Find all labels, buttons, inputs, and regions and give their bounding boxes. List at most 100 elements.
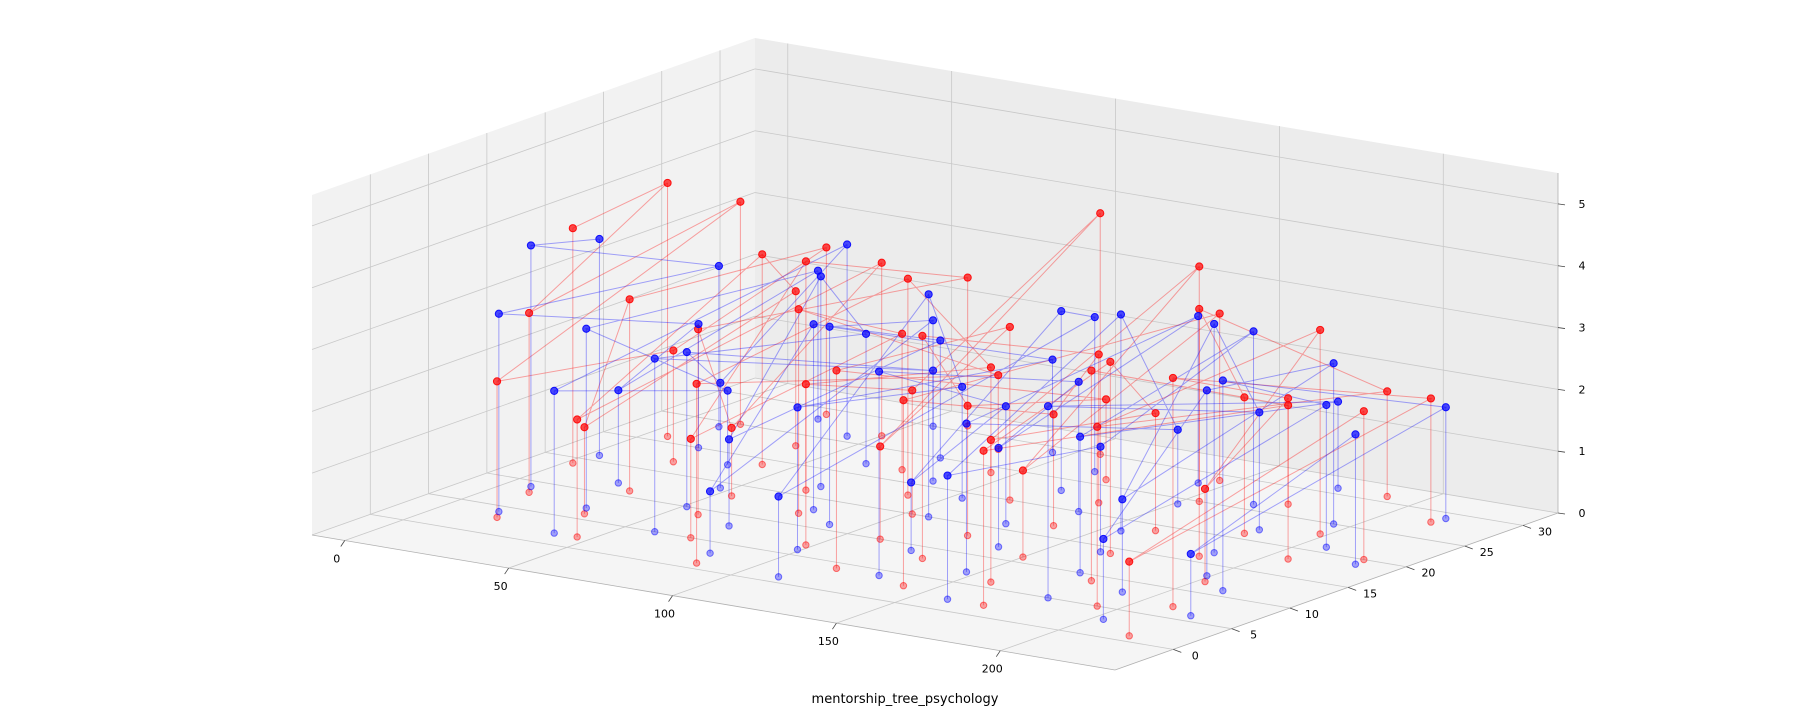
z-tick-mark [1557,265,1566,268]
series-1-base-point [1118,588,1127,596]
series-1-base-point [929,422,937,430]
series-1-base-point [694,443,703,452]
series-0-point [1215,309,1224,318]
series-0-base-point [1006,496,1014,504]
x-tick-label: 0 [333,553,340,566]
series-1-point [928,366,938,375]
series-0-base-point [876,535,884,543]
series-1-base-point [994,543,1003,551]
series-1-base-point [1091,467,1099,476]
y-gridline-floor [428,493,1232,630]
x-tick-mark [832,622,837,630]
series-1-point [1202,386,1211,395]
z-gridline-back [754,315,1559,452]
series-1-base-point [1219,586,1227,595]
series-0-base-point [625,487,634,495]
x-tick-mark [340,540,346,547]
series-1-base-point [943,595,952,603]
series-1-base-point [1117,527,1125,535]
series-0-base-point [1087,577,1096,585]
series-0-point [791,287,800,296]
x-gridline-floor [1000,493,1444,652]
series-1-point [1333,397,1343,406]
series-0-point [686,434,695,443]
series-0-point [918,331,927,340]
series-0-point [963,273,972,282]
series-0-point [625,295,634,304]
y-tick-mark [1464,545,1473,550]
series-0-base-point [1360,555,1368,564]
z-gridline-back [754,192,1559,328]
series-0-point [794,305,803,314]
y-tick-label: 15 [1363,587,1377,600]
series-0-point [877,258,886,267]
series-0-base-point [1215,476,1224,485]
series-0-base-point [669,458,678,466]
series-0-point [1106,357,1115,366]
series-0-point [963,401,972,410]
series-0-point [736,197,745,206]
series-0-point [573,415,582,424]
series-1-base-point [1351,560,1360,568]
y-tick-mark [1173,648,1182,653]
series-0-point [899,396,908,405]
series-0-point [1005,322,1014,332]
z-tick-mark [1557,388,1566,391]
series-0-base-point [1284,555,1292,563]
series-1-point [958,382,967,391]
series-1-point [1255,408,1264,417]
x-tick-mark [504,567,509,575]
series-0-point [986,435,995,445]
z-tick-label: 4 [1579,260,1586,273]
series-0-base-point [573,533,581,541]
series-0-point [1316,325,1325,335]
z-tick-label: 0 [1579,507,1586,520]
series-1-point [1074,377,1083,386]
series-1-base-point [1442,514,1450,523]
series-1-base-point [793,545,802,554]
series-0-base-point [1195,552,1203,560]
series-0-base-point [1284,500,1292,508]
z-tick-mark [1557,450,1566,453]
series-0-point [832,366,841,375]
y-gridline-floor [719,390,1524,526]
x-tick-mark [668,595,673,602]
series-0-base-point [878,432,886,440]
series-0-base-point [692,559,701,567]
series-1-base-point [924,513,933,521]
series-0-base-point [1096,450,1104,459]
series-1-base-point [527,482,535,491]
series-0-point [568,224,577,233]
series-1-point [1001,402,1010,411]
z-gridline-left [311,253,756,412]
series-0-point [1168,373,1178,383]
series-1-point [1090,313,1099,322]
series-0-base-point [758,460,766,469]
series-1-point [1048,355,1057,364]
series-0-point [903,274,912,283]
series-1-point [1249,327,1258,336]
series-1-base-point [1210,548,1218,557]
z-gridline-left [311,377,756,536]
x-gridline-floor [672,438,1116,596]
series-1-base-point [595,451,604,460]
series-1-base-point [875,571,883,580]
y-gridline-floor [486,472,1290,609]
z-gridline-back [754,253,1559,390]
series-0-base-point [794,509,803,517]
x-axis-label: mentorship_tree_psychology [812,692,999,707]
series-0-point [1240,393,1249,402]
series-0-base-point [1095,499,1103,507]
series-0-base-point [687,534,695,542]
series-0-base-point [1151,526,1160,535]
series-0-point [492,377,502,386]
series-1-point [723,386,732,395]
series-1-point [774,492,783,501]
series-1-point [1043,402,1053,411]
series-0-point [1284,401,1293,410]
series-1-point [907,478,916,487]
series-0-base-point [904,491,912,499]
series-0-point [1018,466,1028,475]
